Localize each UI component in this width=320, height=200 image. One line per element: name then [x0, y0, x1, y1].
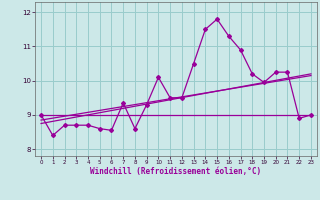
X-axis label: Windchill (Refroidissement éolien,°C): Windchill (Refroidissement éolien,°C): [91, 167, 261, 176]
